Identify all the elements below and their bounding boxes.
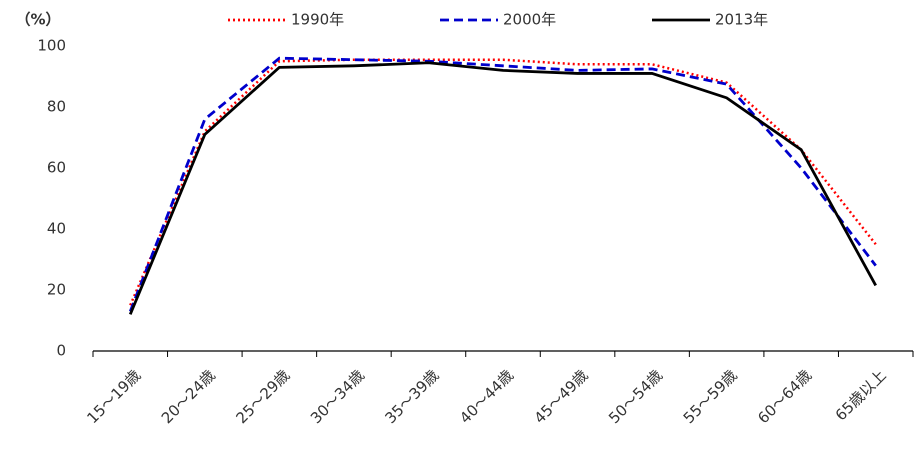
x-tick-label: 20～24歳 xyxy=(158,366,219,427)
x-tick-label: 30～34歳 xyxy=(307,366,368,427)
y-tick-label: 80 xyxy=(47,98,66,116)
x-tick-label: 15～19歳 xyxy=(83,366,144,427)
x-tick-label: 45～49歳 xyxy=(531,366,592,427)
series-line xyxy=(128,61,877,315)
legend-label: 1990年 xyxy=(291,11,344,29)
legend-label: 2013年 xyxy=(715,11,768,29)
y-tick-label: 60 xyxy=(47,159,66,177)
x-tick-label: 55～59歳 xyxy=(680,366,741,427)
x-tick-label: 50～54歳 xyxy=(605,366,666,427)
x-tick-label: 40～44歳 xyxy=(456,366,517,427)
series-line xyxy=(128,56,877,312)
legend-label: 2000年 xyxy=(503,11,556,29)
series-line xyxy=(129,58,877,306)
x-tick-label: 25～29歳 xyxy=(232,366,293,427)
y-axis-label: （%） xyxy=(15,11,60,29)
x-tick-label: 35～39歳 xyxy=(382,366,443,427)
x-tick-label: 60～64歳 xyxy=(754,366,815,427)
y-tick-label: 40 xyxy=(47,220,66,238)
y-tick-label: 0 xyxy=(56,342,66,360)
x-tick-label: 65歳以上 xyxy=(832,366,890,424)
y-tick-label: 100 xyxy=(37,37,66,55)
y-tick-label: 20 xyxy=(47,281,66,299)
